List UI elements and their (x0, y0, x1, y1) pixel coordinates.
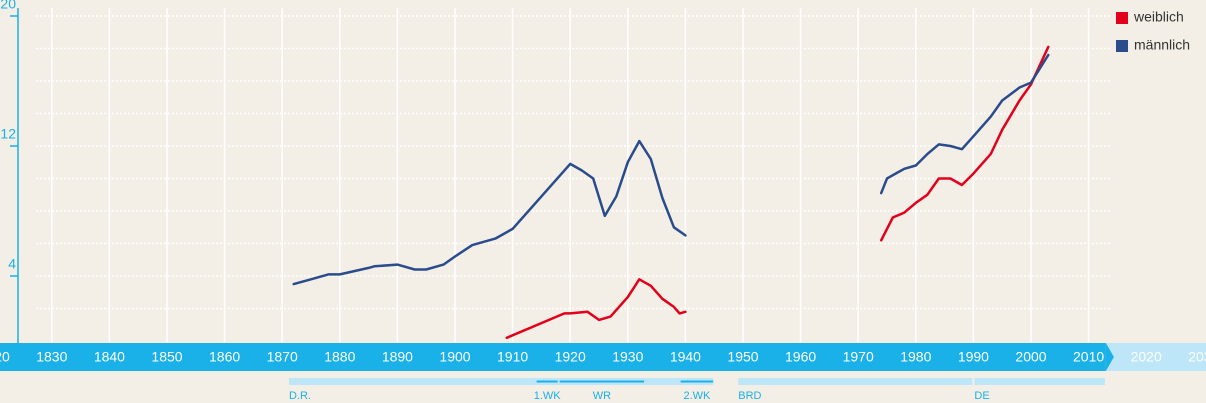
period-label: 1.WK (534, 390, 562, 402)
x-tick-label: 2030 (1188, 349, 1206, 365)
x-tick-label: 1990 (958, 349, 989, 365)
y-tick-label: 12 (0, 126, 16, 142)
x-tick-label: 1940 (670, 349, 701, 365)
legend-label: weiblich (1133, 9, 1184, 25)
x-tick-label: 1860 (209, 349, 240, 365)
x-tick-label: 2010 (1073, 349, 1104, 365)
x-axis-band (0, 343, 1106, 371)
x-tick-label: 1870 (267, 349, 298, 365)
x-tick-label: 1920 (555, 349, 586, 365)
legend-swatch (1116, 12, 1128, 24)
x-tick-label: 1840 (94, 349, 125, 365)
y-tick-label: 4 (8, 256, 16, 272)
x-tick-label: 1950 (727, 349, 758, 365)
era-band (738, 378, 973, 385)
y-tick-label: 20 (0, 0, 16, 12)
era-label: D.R. (289, 390, 311, 402)
era-band (974, 378, 1105, 385)
x-tick-label: 1850 (151, 349, 182, 365)
x-tick-label: 2000 (1015, 349, 1046, 365)
x-axis-arrow (1105, 343, 1114, 371)
x-tick-label: 1890 (382, 349, 413, 365)
series-line (292, 53, 1050, 286)
x-tick-label: 1880 (324, 349, 355, 365)
x-tick-label: 1820 (0, 349, 10, 365)
x-tick-label: 1960 (785, 349, 816, 365)
period-label: WR (593, 390, 611, 402)
legend-swatch (1116, 40, 1128, 52)
period-label: 2.WK (683, 390, 711, 402)
x-tick-label: 1910 (497, 349, 528, 365)
x-tick-label: 1980 (900, 349, 931, 365)
x-tick-label: 1900 (439, 349, 470, 365)
x-axis-band-future (1105, 343, 1206, 371)
era-label: DE (974, 390, 989, 402)
x-tick-label: 1830 (36, 349, 67, 365)
x-tick-label: 2020 (1131, 349, 1162, 365)
x-tick-label: 1930 (612, 349, 643, 365)
series-line (505, 45, 1050, 340)
x-tick-label: 1970 (843, 349, 874, 365)
era-band (288, 378, 714, 385)
legend-label: männlich (1134, 37, 1190, 53)
era-label: BRD (738, 390, 761, 402)
